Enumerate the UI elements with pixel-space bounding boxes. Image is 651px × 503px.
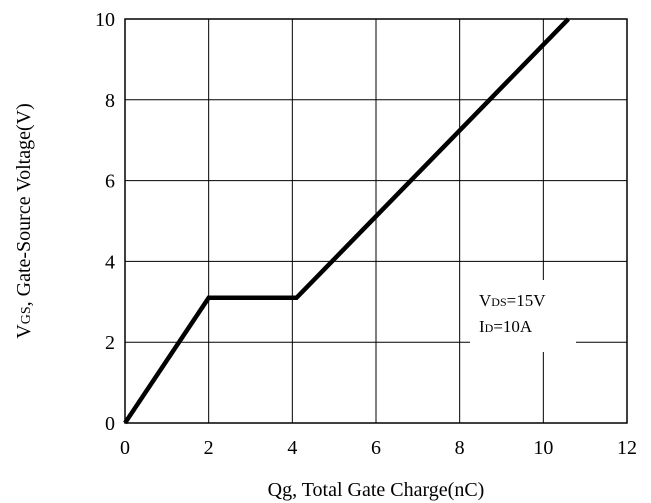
y-axis-label-sub: GS bbox=[19, 306, 34, 324]
y-tick-label: 0 bbox=[105, 413, 115, 435]
x-tick-label: 10 bbox=[533, 437, 553, 459]
x-tick-label: 6 bbox=[371, 437, 381, 459]
annotation-id: ID=10A bbox=[479, 317, 533, 336]
x-axis-label: Qg, Total Gate Charge(nC) bbox=[268, 479, 485, 501]
x-tick-labels: 0 2 4 6 8 10 12 bbox=[120, 437, 637, 459]
annotation-vds-rest: =15V bbox=[507, 291, 547, 310]
annotation-vds-main: V bbox=[479, 291, 492, 310]
annotation-vds-sub: DS bbox=[491, 295, 506, 309]
series-line bbox=[123, 17, 571, 425]
y-tick-label: 8 bbox=[105, 90, 115, 112]
y-axis-label: VGS, Gate-Source Voltage(V) bbox=[13, 103, 35, 338]
annotation-id-main: I bbox=[479, 317, 485, 336]
y-tick-label: 10 bbox=[95, 9, 115, 31]
y-tick-label: 4 bbox=[105, 251, 115, 273]
x-tick-label: 0 bbox=[120, 437, 130, 459]
grid-lines bbox=[124, 18, 628, 424]
x-tick-label: 2 bbox=[204, 437, 214, 459]
y-axis-label-rest: , Gate-Source Voltage(V) bbox=[13, 103, 35, 306]
y-tick-labels: 0 2 4 6 8 10 bbox=[95, 9, 115, 435]
x-tick-label: 12 bbox=[617, 437, 637, 459]
y-axis-label-main: V bbox=[13, 324, 35, 339]
x-tick-label: 4 bbox=[287, 437, 297, 459]
annotation-box bbox=[470, 280, 576, 352]
y-tick-label: 6 bbox=[105, 171, 115, 193]
y-tick-label: 2 bbox=[105, 332, 115, 354]
annotation-id-sub: D bbox=[485, 321, 494, 335]
annotation-id-rest: =10A bbox=[493, 317, 533, 336]
annotation-vds: VDS=15V bbox=[479, 291, 546, 310]
x-tick-label: 8 bbox=[455, 437, 465, 459]
plot-frame bbox=[124, 18, 628, 424]
